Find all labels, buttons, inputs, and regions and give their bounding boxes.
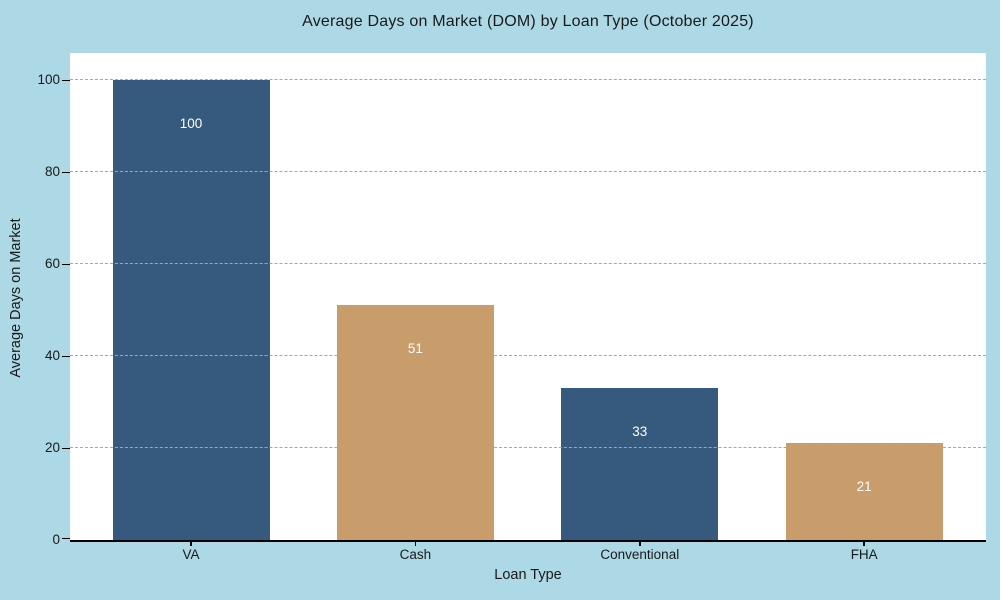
gridline	[70, 355, 986, 356]
y-tick-label: 0	[52, 532, 60, 547]
x-tick-label: Cash	[399, 547, 432, 562]
x-tick-label: Conventional	[600, 547, 680, 562]
y-tick-label: 60	[44, 256, 60, 271]
x-axis-label: Loan Type	[494, 567, 562, 583]
gridline	[70, 263, 986, 264]
gridline	[70, 79, 986, 80]
x-tick-label: VA	[182, 547, 200, 562]
gridline	[70, 171, 986, 172]
bar-conventional: 33	[561, 388, 719, 540]
bar-value-label: 51	[407, 341, 423, 357]
y-tick-label: 100	[37, 72, 60, 87]
x-tick-mark	[863, 542, 865, 546]
y-tick-mark	[62, 447, 70, 449]
y-tick-label: 20	[44, 440, 60, 455]
y-axis-label: Average Days on Market	[8, 218, 24, 378]
x-tick-mark	[639, 542, 641, 546]
x-tick-label: FHA	[850, 547, 878, 562]
y-tick-label: 80	[44, 164, 60, 179]
chart-title: Average Days on Market (DOM) by Loan Typ…	[302, 13, 754, 30]
y-tick-mark	[62, 537, 70, 539]
y-tick-mark	[62, 355, 70, 357]
x-tick-mark	[190, 542, 192, 546]
bar-va: 100	[112, 80, 270, 540]
gridline	[70, 447, 986, 448]
bar-value-label: 100	[179, 116, 203, 131]
bar-value-label: 21	[856, 479, 872, 495]
y-tick-mark	[62, 263, 70, 265]
y-tick-label: 40	[44, 348, 60, 363]
plot-area: 100 51 33 21	[70, 53, 986, 542]
bar-cash: 51	[336, 305, 494, 540]
bar-value-label: 33	[632, 424, 648, 440]
bar-fha: 21	[785, 443, 943, 540]
y-tick-mark	[62, 171, 70, 173]
x-tick-mark	[414, 542, 417, 546]
y-tick-mark	[62, 79, 70, 81]
